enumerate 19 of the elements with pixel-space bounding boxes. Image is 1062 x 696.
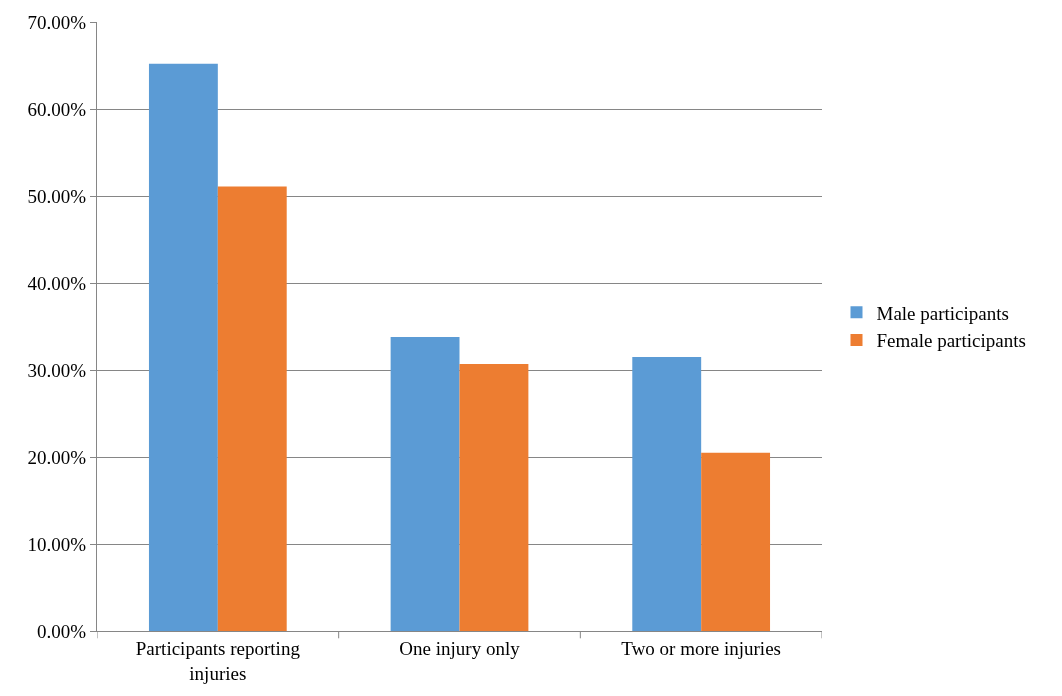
bar bbox=[148, 63, 218, 631]
y-tick-label: 0.00% bbox=[37, 620, 87, 642]
x-tick-label: Two or more injuries bbox=[621, 637, 781, 659]
y-tick-label: 10.00% bbox=[27, 533, 87, 555]
bar bbox=[459, 363, 529, 631]
bar bbox=[390, 336, 460, 631]
x-tick-label: Participants reporting injuries bbox=[135, 637, 301, 684]
y-tick-label: 50.00% bbox=[27, 185, 87, 207]
y-tick-label: 60.00% bbox=[27, 98, 87, 120]
y-tick-label: 40.00% bbox=[27, 272, 87, 294]
y-tick-label: 20.00% bbox=[27, 446, 87, 468]
y-tick-label: 70.00% bbox=[27, 11, 87, 33]
bar bbox=[701, 452, 771, 631]
bar bbox=[632, 356, 702, 631]
y-tick-label: 30.00% bbox=[27, 359, 87, 381]
bar bbox=[217, 186, 287, 631]
x-tick-label: One injury only bbox=[399, 637, 521, 659]
legend-label: Male participants bbox=[876, 302, 1009, 324]
legend-label: Female participants bbox=[876, 330, 1026, 352]
